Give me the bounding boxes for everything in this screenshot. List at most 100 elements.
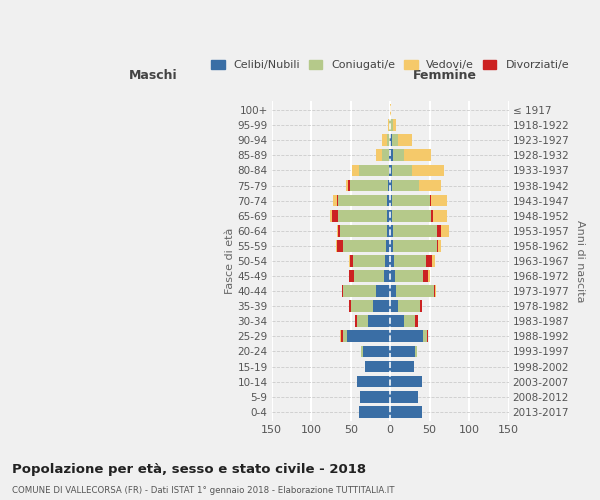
Text: Femmine: Femmine [413, 69, 476, 82]
Bar [412, 164, 444, 176]
Bar [353, 255, 385, 267]
Legend: Celibi/Nubili, Coniugati/e, Vedovi/e, Divorziati/e: Celibi/Nubili, Coniugati/e, Vedovi/e, Di… [207, 56, 574, 75]
Bar [338, 194, 387, 206]
Bar [395, 270, 424, 282]
Bar [437, 225, 442, 236]
Bar [338, 210, 387, 222]
Bar [433, 210, 447, 222]
Bar [398, 300, 420, 312]
Bar [427, 330, 428, 342]
Bar [336, 240, 337, 252]
Bar [343, 285, 376, 297]
Bar [419, 180, 442, 192]
Bar [389, 120, 390, 131]
Bar [392, 180, 419, 192]
Bar [382, 150, 389, 161]
Bar [392, 194, 430, 206]
Bar [376, 150, 382, 161]
Bar [342, 285, 343, 297]
Bar [390, 225, 394, 236]
Bar [398, 134, 412, 146]
Bar [424, 270, 428, 282]
Bar [425, 255, 432, 267]
Bar [390, 316, 404, 327]
Bar [420, 300, 422, 312]
Bar [360, 391, 390, 402]
Bar [337, 194, 338, 206]
Bar [390, 346, 415, 358]
Bar [435, 285, 436, 297]
Bar [349, 180, 350, 192]
Bar [390, 210, 392, 222]
Bar [390, 406, 422, 417]
Bar [347, 330, 390, 342]
Bar [431, 194, 447, 206]
Bar [330, 210, 332, 222]
Bar [390, 255, 394, 267]
Bar [343, 240, 386, 252]
Bar [394, 255, 425, 267]
Bar [332, 210, 338, 222]
Bar [340, 225, 387, 236]
Bar [394, 240, 437, 252]
Bar [390, 150, 392, 161]
Bar [390, 240, 394, 252]
Bar [431, 210, 433, 222]
Bar [357, 316, 368, 327]
Bar [346, 180, 349, 192]
Bar [373, 300, 390, 312]
Bar [340, 330, 341, 342]
Bar [442, 225, 449, 236]
Bar [404, 316, 415, 327]
Bar [390, 180, 392, 192]
Bar [392, 134, 398, 146]
Bar [428, 270, 430, 282]
Bar [359, 406, 390, 417]
Bar [390, 285, 397, 297]
Bar [390, 360, 414, 372]
Bar [368, 316, 390, 327]
Bar [386, 240, 390, 252]
Bar [397, 285, 434, 297]
Bar [390, 104, 391, 116]
Bar [437, 240, 439, 252]
Bar [439, 240, 442, 252]
Bar [430, 194, 431, 206]
Bar [352, 164, 359, 176]
Bar [338, 225, 340, 236]
Bar [337, 225, 338, 236]
Bar [390, 300, 398, 312]
Bar [350, 255, 353, 267]
Bar [334, 194, 337, 206]
Bar [388, 120, 389, 131]
Bar [388, 180, 390, 192]
Text: Popolazione per età, sesso e stato civile - 2018: Popolazione per età, sesso e stato civil… [12, 462, 366, 475]
Bar [350, 180, 388, 192]
Bar [387, 210, 390, 222]
Bar [390, 134, 392, 146]
Bar [389, 150, 390, 161]
Bar [354, 270, 384, 282]
Bar [359, 164, 389, 176]
Bar [357, 376, 390, 388]
Bar [387, 194, 390, 206]
Bar [376, 285, 390, 297]
Bar [365, 360, 390, 372]
Bar [415, 316, 418, 327]
Bar [390, 330, 424, 342]
Bar [394, 225, 437, 236]
Y-axis label: Fasce di età: Fasce di età [224, 228, 235, 294]
Bar [392, 120, 397, 131]
Bar [389, 164, 390, 176]
Bar [415, 346, 417, 358]
Bar [387, 225, 390, 236]
Bar [432, 255, 435, 267]
Bar [355, 316, 357, 327]
Bar [390, 270, 395, 282]
Bar [343, 330, 347, 342]
Bar [392, 150, 404, 161]
Bar [390, 120, 392, 131]
Text: Maschi: Maschi [129, 69, 178, 82]
Bar [390, 376, 422, 388]
Bar [434, 285, 435, 297]
